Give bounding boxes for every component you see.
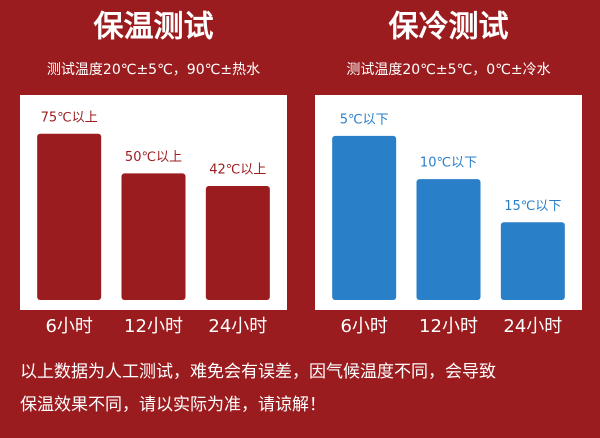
x-tick-label: 24小时 xyxy=(208,316,267,337)
bar xyxy=(37,133,102,300)
footer-line: 以上数据为人工测试，难免会有误差，因气候温度不同，会导致 xyxy=(20,362,496,382)
chart-title: 保冷测试 xyxy=(389,10,509,45)
x-tick-label: 12小时 xyxy=(419,316,478,337)
footer-line: 保温效果不同，请以实际为准，请谅解！ xyxy=(20,395,326,415)
value-label: 75℃以上 xyxy=(41,110,98,125)
x-tick-label: 12小时 xyxy=(124,316,183,337)
chart-subtitle: 测试温度20℃±5℃，90℃±热水 xyxy=(47,62,260,78)
x-tick-label: 24小时 xyxy=(503,316,562,337)
value-label: 10℃以下 xyxy=(420,156,477,171)
bar xyxy=(205,186,270,300)
bar xyxy=(416,179,481,300)
value-label: 50℃以上 xyxy=(125,150,182,165)
value-label: 42℃以上 xyxy=(209,163,266,178)
bar xyxy=(121,173,186,300)
value-label: 5℃以下 xyxy=(340,112,389,127)
chart-title: 保温测试 xyxy=(94,10,214,45)
bar xyxy=(500,222,565,300)
value-label: 15℃以下 xyxy=(504,199,561,214)
chart-subtitle: 测试温度20℃±5℃，0℃±冷水 xyxy=(346,62,550,78)
x-tick-label: 6小时 xyxy=(45,316,92,337)
x-tick-label: 6小时 xyxy=(340,316,387,337)
bar xyxy=(332,135,397,300)
